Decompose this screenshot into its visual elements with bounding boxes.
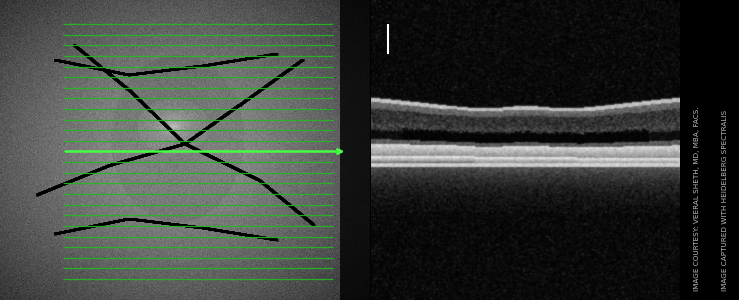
Text: IMAGE CAPTURED WITH HEIDELBERG SPECTRALIS: IMAGE CAPTURED WITH HEIDELBERG SPECTRALI… [721, 110, 728, 291]
Text: IMAGE COURTESY: VEERAL SHETH, MD, MBA, FACS.: IMAGE COURTESY: VEERAL SHETH, MD, MBA, F… [695, 106, 701, 291]
